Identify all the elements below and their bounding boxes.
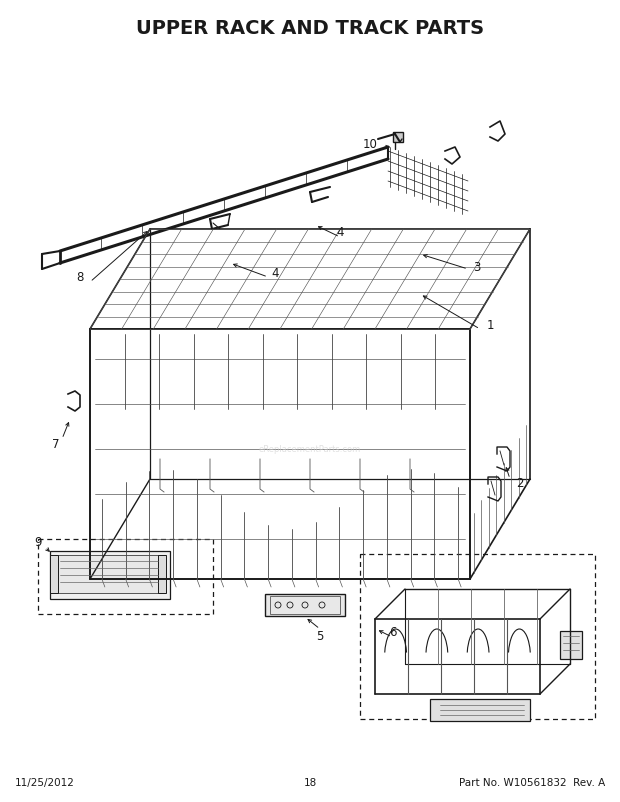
Bar [393,133,403,143]
Text: 4: 4 [336,225,343,238]
Text: 3: 3 [473,261,480,274]
Bar [50,551,170,599]
Text: 9: 9 [34,536,42,549]
Bar [360,554,595,719]
Text: 11/25/2012: 11/25/2012 [15,777,75,787]
Text: 18: 18 [303,777,317,787]
Bar [38,539,213,614]
Bar [265,594,345,616]
Bar [50,555,58,593]
Text: 2: 2 [516,477,524,490]
Bar [270,596,340,614]
Text: 1: 1 [486,319,494,332]
Text: 5: 5 [316,630,324,642]
Text: Part No. W10561832  Rev. A: Part No. W10561832 Rev. A [459,777,605,787]
Text: 8: 8 [76,271,84,284]
Text: eReplacementParts.com: eReplacementParts.com [259,445,361,454]
Bar [158,555,166,593]
Text: 4: 4 [272,267,279,280]
Text: UPPER RACK AND TRACK PARTS: UPPER RACK AND TRACK PARTS [136,18,484,38]
Bar [430,699,530,721]
Text: 7: 7 [52,438,60,451]
Text: 6: 6 [389,626,397,638]
Bar [560,631,582,659]
Text: 10: 10 [363,138,378,152]
Bar [55,555,165,593]
